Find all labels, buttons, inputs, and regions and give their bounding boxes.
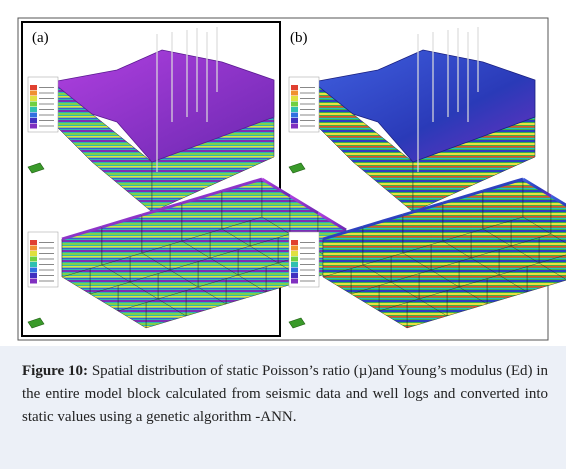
legend-swatch: [30, 118, 37, 123]
orientation-arrow: [288, 162, 306, 174]
caption-text: Spatial distribution of static Poisson’s…: [22, 363, 548, 425]
legend-swatch: [30, 96, 37, 101]
legend-swatch: [291, 112, 298, 118]
fence-top: [442, 189, 484, 205]
legend-swatch: [30, 90, 37, 96]
figure: (a) (b): [17, 17, 566, 341]
legend-swatch: [291, 118, 298, 123]
caption-label: Figure 10:: [22, 363, 89, 379]
legend-swatch: [291, 251, 298, 256]
orientation-arrow: [27, 317, 45, 329]
legend-swatch: [291, 267, 298, 273]
legend-swatch: [30, 112, 37, 118]
fence-top: [221, 177, 263, 193]
fence-top: [141, 201, 183, 217]
legend-swatch: [30, 245, 37, 251]
legend-swatch: [30, 123, 37, 129]
legend-swatch: [30, 256, 37, 262]
legend-swatch: [291, 85, 298, 90]
fence-top: [181, 189, 223, 205]
legend-swatch: [30, 262, 37, 267]
model-top-surface: [51, 49, 275, 163]
fence-top: [101, 213, 143, 229]
figure-caption: Figure 10: Spatial distribution of stati…: [0, 346, 566, 469]
fence-top: [362, 213, 404, 229]
fence-top: [522, 177, 552, 198]
orientation-arrow: [27, 162, 45, 174]
legend-swatch: [30, 273, 37, 278]
legend-swatch: [291, 273, 298, 278]
legend-swatch: [291, 101, 298, 107]
legend-swatch: [291, 90, 298, 96]
fence-top: [402, 201, 444, 217]
panel-label: (b): [290, 30, 308, 46]
legend-swatch: [291, 96, 298, 101]
orientation-arrow: [288, 317, 306, 329]
legend-swatch: [291, 245, 298, 251]
fence-panel: [550, 195, 566, 244]
legend-swatch: [30, 240, 37, 245]
fence-top: [317, 211, 347, 232]
legend-swatch: [30, 85, 37, 90]
legend-swatch: [30, 278, 37, 284]
legend-swatch: [291, 123, 298, 129]
fence-top: [550, 194, 566, 207]
fence-top: [322, 225, 364, 241]
legend-swatch: [30, 101, 37, 107]
legend-swatch: [291, 278, 298, 284]
legend-swatch: [30, 267, 37, 273]
fence-top: [261, 177, 291, 198]
model-renderings: [27, 27, 566, 329]
legend-swatch: [291, 107, 298, 112]
fence-top: [61, 225, 103, 241]
panel-label: (a): [32, 30, 49, 46]
legend-swatch: [30, 251, 37, 256]
legend-swatch: [30, 107, 37, 112]
legend-swatch: [291, 262, 298, 267]
legend-swatch: [291, 256, 298, 262]
legend-swatch: [291, 240, 298, 245]
fence-top: [482, 177, 524, 193]
model-top-surface: [312, 49, 536, 163]
fence-top: [289, 194, 319, 215]
